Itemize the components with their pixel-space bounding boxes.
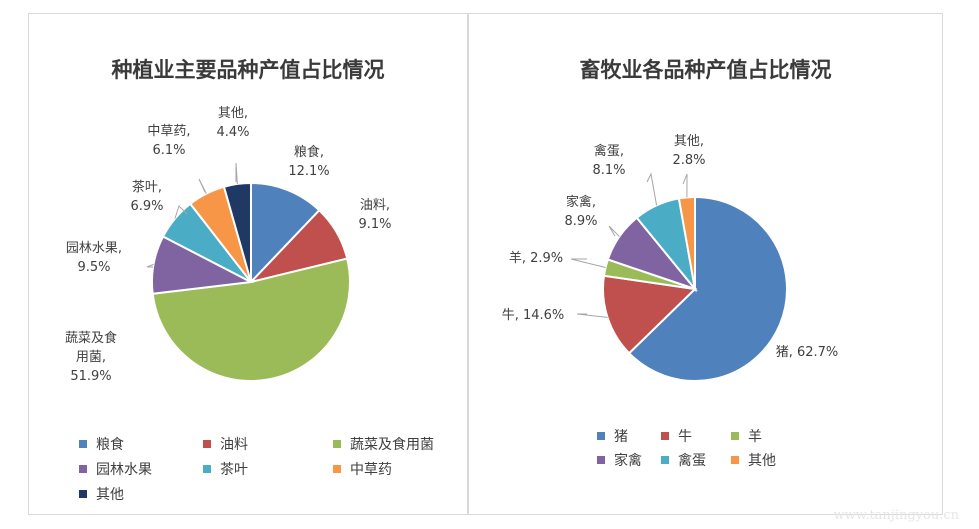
data-label: 羊, 2.9% bbox=[509, 250, 563, 266]
data-label: 2.8% bbox=[672, 153, 705, 168]
leader-line bbox=[646, 172, 658, 206]
legend-swatch bbox=[203, 440, 211, 448]
pie-slice-0 bbox=[627, 195, 788, 382]
leader-line bbox=[146, 263, 154, 268]
leader-line bbox=[682, 173, 688, 198]
legend-item: 羊 bbox=[731, 426, 762, 446]
data-label: 中草药, bbox=[147, 124, 190, 139]
pie-slice-1 bbox=[602, 274, 698, 355]
legend-label: 蔬菜及食用菌 bbox=[350, 437, 434, 453]
leader-line bbox=[198, 178, 207, 194]
legend-label: 中草药 bbox=[350, 462, 392, 478]
leader-line bbox=[235, 162, 238, 184]
legend-item: 牛 bbox=[661, 426, 692, 446]
data-label: 家禽, bbox=[566, 194, 596, 210]
legend-swatch bbox=[79, 440, 87, 448]
legend-swatch bbox=[661, 456, 669, 464]
data-label: 12.1% bbox=[288, 164, 329, 179]
legend-label: 家禽 bbox=[614, 453, 642, 469]
legend-item: 粮食 bbox=[79, 434, 124, 454]
legend-item: 中草药 bbox=[333, 459, 392, 479]
data-label: 9.1% bbox=[358, 217, 391, 232]
legend-item: 猪 bbox=[597, 426, 628, 446]
legend-swatch bbox=[731, 456, 739, 464]
legend-label: 园林水果 bbox=[96, 462, 152, 478]
legend-item: 茶叶 bbox=[203, 459, 248, 479]
data-label: 油料, bbox=[360, 198, 390, 213]
data-label: 其他, bbox=[218, 106, 248, 121]
legend-label: 粮食 bbox=[96, 437, 124, 453]
legend-label: 猪 bbox=[614, 429, 628, 445]
data-label: 51.9% bbox=[70, 369, 111, 384]
leader-line bbox=[576, 313, 608, 318]
legend-item: 油料 bbox=[203, 434, 248, 454]
right-chart-panel: 畜牧业各品种产值占比情况 猪, 62.7% 牛, 14.6% 羊, 2.9% 家禽, 8… bbox=[468, 13, 943, 515]
data-label: 蔬菜及食 bbox=[65, 330, 117, 346]
data-label: 园林水果, bbox=[66, 241, 122, 256]
pie-chart-livestock: 猪, 62.7% 牛, 14.6% 羊, 2.9% 家禽, 8.9% 禽蛋, 8.1% 其他,… bbox=[502, 134, 839, 382]
legend-swatch bbox=[731, 432, 739, 440]
data-label: 猪, 62.7% bbox=[776, 345, 839, 360]
pie-slice-2 bbox=[151, 257, 351, 382]
pie-chart-planting: 粮食, 12.1% 油料, 9.1% 蔬菜及食用菌, 51.9% 园林水果, 9.5% 茶叶, 6… bbox=[65, 106, 392, 384]
data-label: 其他, bbox=[674, 134, 704, 149]
legend-item: 家禽 bbox=[597, 450, 642, 470]
leader-line bbox=[174, 205, 188, 219]
left-chart-panel: 种植业主要品种产值占比情况 粮食, 12.1% 油料, 9.1% 蔬菜及食用菌, 51.9… bbox=[28, 13, 468, 515]
data-label: 6.1% bbox=[152, 143, 185, 158]
legend-label: 禽蛋 bbox=[678, 453, 706, 469]
legend-label: 羊 bbox=[748, 429, 762, 445]
watermark: www.tanjingyou.cn bbox=[833, 508, 959, 523]
pie-slice-0 bbox=[250, 181, 321, 285]
legend-swatch bbox=[333, 465, 341, 473]
legend-swatch bbox=[203, 465, 211, 473]
data-label: 粮食, bbox=[294, 144, 324, 160]
data-label: 8.1% bbox=[592, 163, 625, 178]
legend-item: 其他 bbox=[79, 484, 124, 504]
data-label: 8.9% bbox=[564, 214, 597, 229]
data-label: 9.5% bbox=[77, 260, 110, 275]
legend-item: 禽蛋 bbox=[661, 450, 706, 470]
data-label: 茶叶, bbox=[132, 179, 162, 195]
data-label: 6.9% bbox=[130, 199, 163, 214]
legend-item: 其他 bbox=[731, 450, 776, 470]
data-label: 牛, 14.6% bbox=[502, 308, 565, 323]
data-label: 用菌, bbox=[76, 350, 106, 365]
leader-line bbox=[608, 225, 620, 237]
legend-label: 其他 bbox=[96, 487, 124, 503]
legend-label: 其他 bbox=[748, 453, 776, 469]
legend-label: 茶叶 bbox=[220, 462, 248, 478]
data-label: 禽蛋, bbox=[594, 143, 624, 159]
legend-item: 园林水果 bbox=[79, 459, 152, 479]
legend-label: 油料 bbox=[220, 437, 248, 453]
legend-swatch bbox=[597, 456, 605, 464]
legend-item: 蔬菜及食用菌 bbox=[333, 434, 434, 454]
data-label: 4.4% bbox=[216, 125, 249, 140]
chart-title: 种植业主要品种产值占比情况 bbox=[111, 58, 385, 82]
legend-swatch bbox=[79, 465, 87, 473]
leader-line bbox=[570, 258, 606, 269]
legend-label: 牛 bbox=[678, 429, 692, 445]
legend-swatch bbox=[333, 440, 341, 448]
chart-title: 畜牧业各品种产值占比情况 bbox=[579, 58, 832, 82]
legend-swatch bbox=[79, 490, 87, 498]
legend-swatch bbox=[597, 432, 605, 440]
legend-swatch bbox=[661, 432, 669, 440]
